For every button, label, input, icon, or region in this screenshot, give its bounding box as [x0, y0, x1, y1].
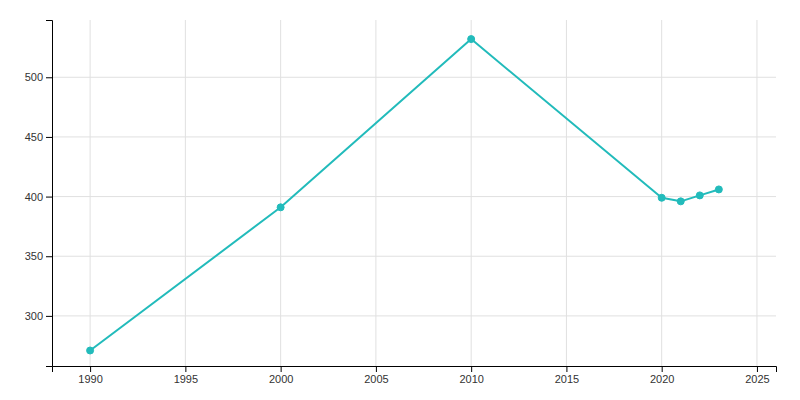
tick-mark — [376, 366, 377, 372]
tick: 450 — [25, 131, 52, 143]
point — [677, 198, 684, 205]
grid — [52, 20, 776, 366]
tick: 2010 — [459, 366, 483, 385]
y-axis: 300 350 400 450 500 — [25, 21, 53, 367]
tick-mark — [46, 316, 52, 317]
grid-line-y — [52, 256, 776, 257]
point — [715, 186, 722, 193]
chart-svg: 1990 1995 2000 2005 2010 2015 2020 2025 300 350 40… — [0, 0, 800, 400]
grid-line-y — [52, 77, 776, 78]
tick-mark — [185, 366, 186, 372]
grid-line-y — [52, 196, 776, 197]
tick-label: 2025 — [745, 373, 769, 385]
plot-area: 1990 1995 2000 2005 2010 2015 2020 2025 300 350 40… — [25, 20, 777, 385]
tick-label: 300 — [25, 310, 43, 322]
grid-line-x — [185, 20, 186, 366]
tick-mark — [471, 366, 472, 372]
marks — [87, 36, 723, 354]
tick-mark — [662, 366, 663, 372]
point — [468, 36, 475, 43]
tick-mark — [757, 366, 758, 372]
axis-line — [46, 21, 53, 367]
tick: 350 — [25, 250, 52, 262]
grid-line-y — [52, 315, 776, 316]
tick-mark — [46, 137, 52, 138]
point — [658, 194, 665, 201]
tick-label: 350 — [25, 250, 43, 262]
tick-mark — [281, 366, 282, 372]
tick-label: 2000 — [269, 373, 293, 385]
tick-mark — [46, 256, 52, 257]
tick: 2025 — [745, 366, 769, 385]
grid-line-x — [661, 20, 662, 366]
tick: 500 — [25, 71, 52, 83]
tick: 2000 — [269, 366, 293, 385]
tick: 2005 — [364, 366, 388, 385]
tick: 300 — [25, 310, 52, 322]
point — [696, 192, 703, 199]
tick-label: 450 — [25, 131, 43, 143]
tick-label: 2005 — [364, 373, 388, 385]
tick-mark — [46, 77, 52, 78]
x-axis: 1990 1995 2000 2005 2010 2015 2020 2025 — [53, 366, 777, 385]
tick: 2015 — [555, 366, 579, 385]
tick: 2020 — [650, 366, 674, 385]
tick-label: 1995 — [174, 373, 198, 385]
grid-line-x — [566, 20, 567, 366]
tick-mark — [90, 366, 91, 372]
axis-line — [53, 367, 777, 373]
tick-label: 500 — [25, 71, 43, 83]
tick: 400 — [25, 191, 52, 203]
grid-line-y — [52, 136, 776, 137]
tick-mark — [566, 366, 567, 372]
point — [277, 204, 284, 211]
grid-line-x — [471, 20, 472, 366]
line — [90, 39, 719, 350]
tick-label: 2020 — [650, 373, 674, 385]
tick: 1990 — [78, 366, 102, 385]
grid-line-x — [280, 20, 281, 366]
grid-line-x — [90, 20, 91, 366]
tick-label: 400 — [25, 191, 43, 203]
tick-label: 2010 — [459, 373, 483, 385]
chart-container: 1990 1995 2000 2005 2010 2015 2020 2025 300 350 40… — [0, 0, 800, 400]
grid-line-x — [375, 20, 376, 366]
grid-line-x — [756, 20, 757, 366]
tick-label: 2015 — [555, 373, 579, 385]
tick: 1995 — [174, 366, 198, 385]
tick-label: 1990 — [78, 373, 102, 385]
tick-mark — [46, 197, 52, 198]
point — [87, 347, 94, 354]
